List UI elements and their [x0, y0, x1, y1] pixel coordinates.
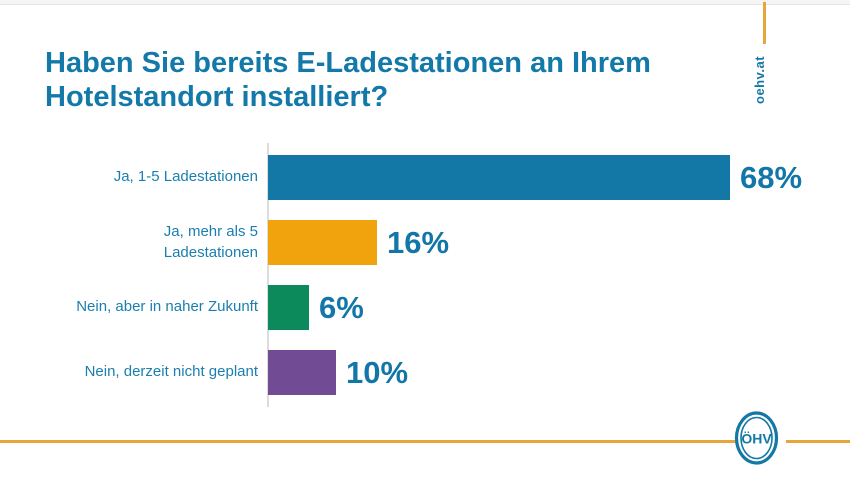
- category-label: Nein, aber in naher Zukunft: [76, 298, 258, 316]
- oehv-logo: ÖHV: [734, 411, 779, 465]
- value-label: 68%: [740, 159, 803, 195]
- oehv-logo-outer-ring: [734, 411, 779, 465]
- category-label: Ja, mehr als 5 Ladestationen: [163, 223, 258, 261]
- footer-accent-line-left: [0, 440, 737, 443]
- oehv-logo-text: ÖHV: [741, 431, 772, 447]
- bar-segment: [268, 155, 730, 200]
- chart-row: Nein, aber in naher Zukunft 6%: [0, 285, 850, 330]
- page-title: Haben Sie bereits E-Ladestationen an Ihr…: [45, 47, 651, 114]
- value-label: 16%: [387, 224, 450, 260]
- chart-row: Nein, derzeit nicht geplant 10%: [0, 350, 850, 395]
- top-edge-strip: [0, 0, 850, 5]
- bar-segment: [268, 220, 377, 265]
- value-label: 10%: [346, 354, 409, 390]
- bar-segment: [268, 285, 309, 330]
- chart-row: Ja, 1-5 Ladestationen 68%: [0, 155, 850, 200]
- brand-accent-line-vertical: [763, 2, 766, 44]
- category-label: Nein, derzeit nicht geplant: [84, 363, 258, 381]
- bar-segment: [268, 350, 336, 395]
- category-label: Ja, 1-5 Ladestationen: [113, 168, 258, 186]
- chart-axis-line: [267, 143, 269, 407]
- value-label: 6%: [319, 289, 364, 325]
- chart-row: Ja, mehr als 5 Ladestationen 16%: [0, 220, 850, 265]
- footer-accent-line-right: [786, 440, 850, 443]
- oehv-logo-inner-ring: [740, 416, 773, 460]
